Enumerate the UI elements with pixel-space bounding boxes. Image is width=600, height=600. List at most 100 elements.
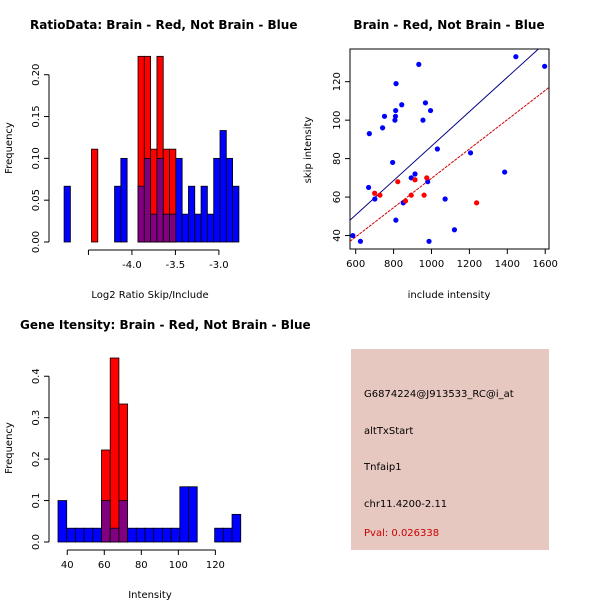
scatter-x-tick-label: 1600 bbox=[532, 259, 557, 270]
intensity-bar-not-brain bbox=[92, 527, 102, 543]
ratio-bar-brain bbox=[91, 148, 99, 243]
intensity-bar-not-brain bbox=[231, 513, 242, 543]
scatter-y-tick-label: 40 bbox=[332, 229, 343, 242]
ratio-bar-not-brain bbox=[156, 157, 164, 243]
intensity-y-tick-label: 0.1 bbox=[31, 493, 42, 509]
ratio-bar-not-brain bbox=[137, 185, 145, 243]
intensity-bar-brain bbox=[109, 357, 120, 543]
brain-point bbox=[402, 198, 409, 204]
ratio-bar-not-brain bbox=[225, 157, 234, 243]
probe-id: G6874224@J913533_RC@i_at bbox=[364, 389, 514, 400]
gene-name: Tnfaip1 bbox=[363, 462, 402, 473]
ratio-bar-not-brain bbox=[200, 185, 208, 243]
intensity-xlabel: Intensity bbox=[128, 590, 172, 600]
not-brain-point bbox=[381, 113, 388, 119]
not-brain-point bbox=[502, 169, 508, 175]
ratio-bar-not-brain bbox=[175, 157, 183, 243]
intensity-ylabel: Frequency bbox=[4, 422, 15, 474]
intensity-bar-not-brain bbox=[109, 527, 120, 543]
ratio-bar-not-brain bbox=[63, 185, 71, 243]
brain-point bbox=[408, 192, 414, 198]
intensity-bar-not-brain bbox=[222, 527, 233, 543]
not-brain-point bbox=[390, 159, 396, 166]
scatter-plot: Brain - Red, Not Brain - Blue 600 800 1000… bbox=[303, 18, 558, 301]
scatter-x-tick-label: 1400 bbox=[495, 259, 520, 270]
not-brain-point bbox=[422, 100, 429, 106]
brain-point bbox=[395, 179, 401, 185]
ratio-y-tick-label: 0.00 bbox=[31, 231, 42, 253]
intensity-bar-not-brain bbox=[66, 527, 76, 543]
intensity-y-tick-label: 0.2 bbox=[31, 451, 42, 467]
ratio-bar-not-brain bbox=[150, 213, 158, 243]
brain-point bbox=[421, 192, 427, 198]
not-brain-point bbox=[542, 63, 548, 69]
not-brain-point bbox=[399, 102, 405, 108]
ratio-y-tick-label: 0.05 bbox=[31, 189, 42, 211]
ratio-y-tick-label: 0.20 bbox=[31, 64, 42, 86]
not-brain-point bbox=[350, 232, 356, 239]
not-brain-point bbox=[365, 184, 372, 191]
ratio-y-tick-label: 0.15 bbox=[31, 105, 42, 127]
scatter-y-tick-label: 80 bbox=[332, 152, 343, 165]
brain-point bbox=[372, 190, 378, 196]
scatter-plot-box bbox=[349, 48, 550, 250]
not-brain-point bbox=[412, 171, 418, 177]
brain-fit-line bbox=[350, 87, 549, 242]
not-brain-point bbox=[442, 196, 448, 202]
chromosome-location: chr11.4200-2.11 bbox=[364, 499, 447, 510]
not-brain-point bbox=[392, 113, 399, 119]
not-brain-point bbox=[393, 107, 399, 114]
not-brain-point bbox=[427, 107, 434, 114]
intensity-bar-not-brain bbox=[162, 527, 172, 543]
scatter-points bbox=[350, 54, 548, 244]
ratio-bar-not-brain bbox=[188, 185, 196, 243]
ratio-bar-not-brain bbox=[206, 213, 215, 243]
intensity-bar-not-brain bbox=[135, 527, 146, 543]
brain-point bbox=[377, 192, 383, 198]
ratio-bar-not-brain bbox=[194, 213, 202, 243]
ratio-bar-not-brain bbox=[169, 213, 177, 243]
not-brain-point bbox=[357, 238, 364, 244]
scatter-y-tick-label: 100 bbox=[332, 111, 343, 130]
intensity-bar-not-brain bbox=[153, 527, 163, 543]
intensity-bar-not-brain bbox=[57, 500, 68, 543]
ratio-histogram: RatioData: Brain - Red, Not Brain - Blue… bbox=[4, 18, 297, 301]
scatter-x-tick-label: 1200 bbox=[457, 259, 482, 270]
p-value: Pval: 0.026338 bbox=[364, 528, 439, 539]
not-brain-point bbox=[416, 61, 422, 67]
scatter-x-tick-label: 600 bbox=[346, 259, 365, 270]
ratio-y-tick-label: 0.10 bbox=[31, 147, 42, 169]
intensity-y-tick-label: 0.0 bbox=[31, 534, 42, 550]
intensity-axes: 40 60 80 100 120 0.0 0.1 0.2 0.3 0.4 bbox=[31, 368, 225, 571]
intensity-bar-not-brain bbox=[101, 500, 111, 543]
not-brain-point bbox=[392, 117, 398, 123]
ratio-bar-not-brain bbox=[114, 185, 122, 243]
info-panel: G6874224@J913533_RC@i_at altTxStart Tnfa… bbox=[351, 349, 549, 550]
intensity-x-tick-label: 120 bbox=[206, 560, 225, 571]
intensity-x-tick-label: 60 bbox=[98, 560, 111, 571]
not-brain-point bbox=[379, 125, 386, 131]
ratio-xlabel: Log2 Ratio Skip/Include bbox=[91, 290, 208, 301]
scatter-x-tick-label: 1000 bbox=[419, 259, 444, 270]
intensity-bars bbox=[57, 357, 242, 543]
intensity-x-tick-label: 80 bbox=[135, 560, 148, 571]
not-brain-point bbox=[393, 81, 399, 87]
scatter-fit-lines bbox=[350, 49, 549, 242]
scatter-xlabel: include intensity bbox=[408, 290, 491, 301]
not-brain-point bbox=[513, 54, 519, 60]
not-brain-point bbox=[426, 238, 432, 244]
intensity-bar-not-brain bbox=[75, 527, 85, 543]
event-type: altTxStart bbox=[364, 426, 413, 437]
intensity-bar-not-brain bbox=[127, 527, 137, 543]
scatter-y-tick-label: 120 bbox=[332, 72, 343, 91]
ratio-bar-not-brain bbox=[232, 185, 240, 243]
intensity-histogram: Gene Itensity: Brain - Red, Not Brain - … bbox=[4, 318, 311, 600]
intensity-bar-not-brain bbox=[118, 500, 129, 543]
intensity-y-tick-label: 0.3 bbox=[31, 410, 42, 426]
info-panel-background bbox=[351, 349, 549, 550]
scatter-y-tick-label: 60 bbox=[332, 191, 343, 204]
brain-point bbox=[412, 177, 418, 183]
scatter-x-tick-label: 800 bbox=[384, 259, 403, 270]
ratio-bar-not-brain bbox=[181, 213, 189, 243]
